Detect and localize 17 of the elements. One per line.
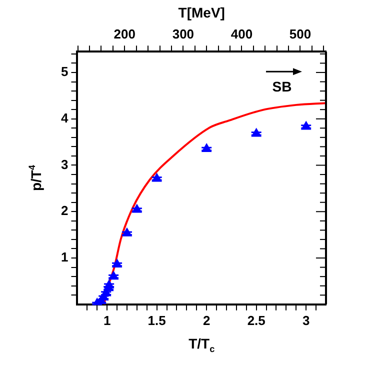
x-tick-label: 2.5 (247, 312, 266, 328)
x-tick-label: 1.5 (148, 312, 166, 328)
y-axis-title: p/T4 (26, 164, 44, 192)
x2-tick-label: 300 (172, 26, 194, 42)
x-tick-label: 3 (302, 312, 310, 328)
x2-axis-title: T[MeV] (178, 4, 225, 20)
annotation: SB (272, 78, 292, 94)
x2-tick-label: 500 (289, 26, 312, 42)
x2-tick-label: 200 (114, 26, 136, 42)
y-tick-label: 5 (60, 64, 68, 80)
x-tick-label: 1 (103, 312, 111, 328)
x-tick-label: 2 (202, 312, 210, 328)
x2-tick-label: 400 (230, 26, 253, 42)
y-tick-label: 1 (60, 250, 68, 265)
y-tick-label: 2 (60, 203, 68, 218)
y-tick-label: 4 (60, 110, 69, 126)
y-tick-label: 3 (60, 156, 68, 172)
